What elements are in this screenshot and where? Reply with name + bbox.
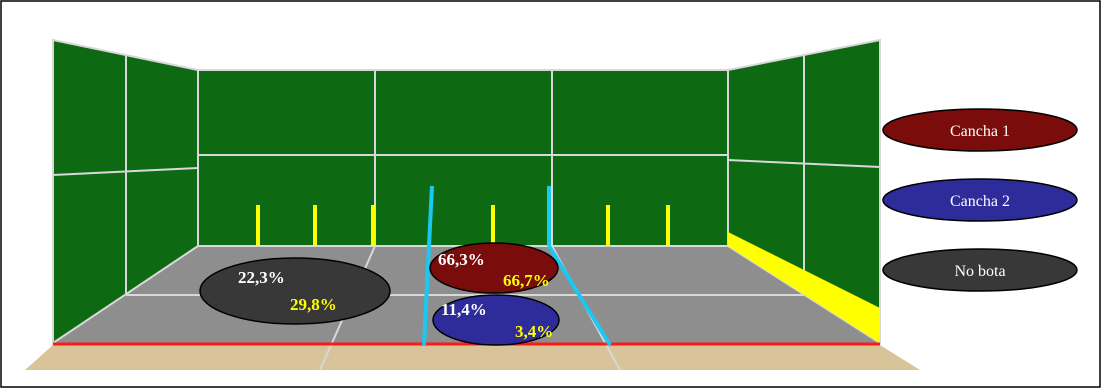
zone-cancha-1-ellipse (429, 242, 559, 294)
service-lines (422, 185, 612, 347)
zone-cancha-2-value-a: 11,4% (441, 300, 487, 319)
zones: 22,3% 29,8% 66,3% 66,7% 11,4% 3,4% (199, 242, 560, 346)
zone-no-bota-value-a: 22,3% (238, 268, 285, 287)
sand-strip (25, 345, 920, 370)
left-wall-hline (52, 167, 199, 176)
legend-cancha-1-label: Cancha 1 (950, 123, 1010, 140)
front-wall (198, 70, 728, 246)
legend: Cancha 1 Cancha 2 No bota (882, 108, 1078, 292)
left-wall-outline (52, 38, 199, 345)
legend-item-cancha-2: Cancha 2 (882, 178, 1078, 222)
zone-cancha-2-ellipse (432, 294, 560, 346)
service-line-right-floor (547, 244, 612, 347)
legend-item-no-bota: No bota (882, 248, 1078, 292)
zone-cancha-1: 66,3% 66,7% (429, 242, 559, 294)
front-wall-posts (256, 205, 670, 246)
service-line-left (422, 185, 434, 346)
zone-no-bota-ellipse (199, 257, 391, 325)
zone-cancha-1-value-a: 66,3% (438, 250, 485, 269)
legend-no-bota-ellipse (882, 248, 1078, 292)
zone-no-bota: 22,3% 29,8% (199, 257, 391, 325)
legend-item-cancha-1: Cancha 1 (882, 108, 1078, 152)
legend-cancha-2-label: Cancha 2 (950, 193, 1010, 210)
zone-cancha-2-value-b: 3,4% (515, 322, 553, 341)
legend-cancha-1-ellipse (882, 108, 1078, 152)
zone-no-bota-value-b: 29,8% (290, 295, 337, 314)
right-wall-hline (727, 159, 881, 168)
zone-cancha-1-value-b: 66,7% (503, 271, 550, 290)
legend-cancha-2-ellipse (882, 178, 1078, 222)
zone-cancha-2: 11,4% 3,4% (432, 294, 560, 346)
legend-no-bota-label: No bota (954, 263, 1005, 280)
right-wall-yellow-strip (728, 232, 880, 343)
